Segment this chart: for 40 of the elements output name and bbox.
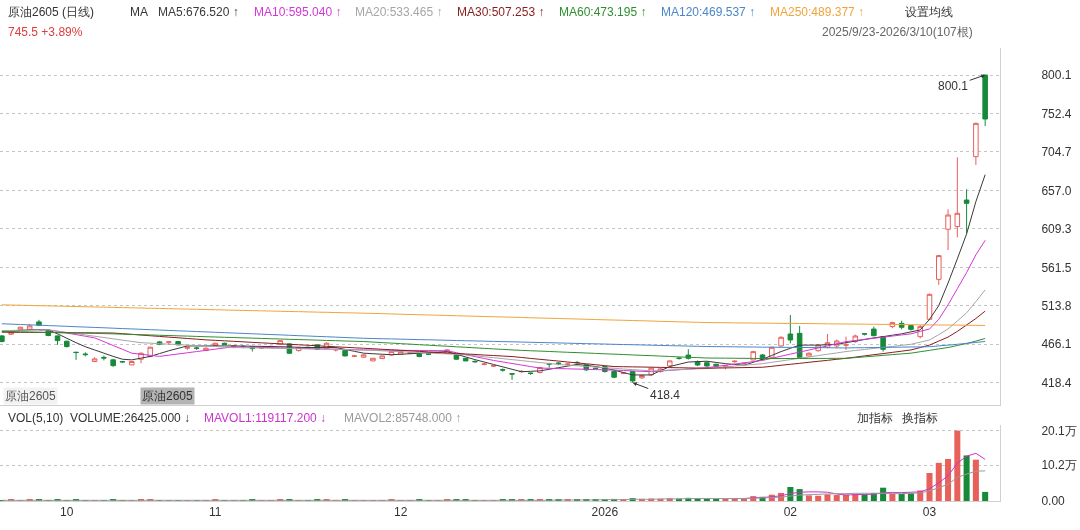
text: MAVOL1:119117.200 ↓ <box>204 411 327 425</box>
chart-title: 原油2605 (日线) <box>8 5 95 19</box>
y-tick-label: 561.5 <box>1041 260 1072 275</box>
y-tick-label: 418.4 <box>1041 375 1072 390</box>
y-tick-label: 0.00 <box>1041 494 1066 509</box>
y-tick-label: 752.4 <box>1041 106 1072 121</box>
annotation: 原油2605 <box>5 389 57 403</box>
y-tick-label: 466.1 <box>1041 337 1072 352</box>
text: MA250:489.377 ↑ <box>770 5 865 19</box>
annotation: 换指标 <box>902 411 938 425</box>
text: MA120:469.537 ↑ <box>661 5 756 19</box>
y-tick-label: 20.1万 <box>1041 423 1077 438</box>
x-tick-label: 03 <box>922 505 937 520</box>
y-tick-label: 513.8 <box>1041 298 1072 313</box>
text: MA20:533.465 ↑ <box>355 5 443 19</box>
text: MA10:595.040 ↑ <box>254 5 342 19</box>
text: MA60:473.195 ↑ <box>559 5 647 19</box>
x-tick-label: 02 <box>783 505 798 520</box>
chart-title: VOL(5,10) <box>8 411 64 425</box>
text: 设置均线 <box>905 5 953 19</box>
text: MAVOL2:85748.000 ↑ <box>344 411 462 425</box>
chart-subtitle: 745.5 +3.89% <box>8 25 83 39</box>
y-tick-label: 10.2万 <box>1041 458 1077 473</box>
annotation: VOLUME:26425.000 ↓ <box>70 411 191 425</box>
text: MA30:507.253 ↑ <box>457 5 545 19</box>
x-tick-label: 2026 <box>591 505 619 520</box>
annotation: 加指标 <box>857 411 893 425</box>
x-tick-label: 10 <box>60 505 74 520</box>
text: MA5:676.520 ↑ <box>158 5 239 19</box>
y-tick-label: 800.1 <box>1041 68 1072 83</box>
x-tick-label: 12 <box>394 505 408 520</box>
y-tick-label: 609.3 <box>1041 222 1072 236</box>
annotation: 原油2605 <box>142 389 194 403</box>
y-tick-label: 704.7 <box>1041 145 1072 160</box>
annotation: 800.1 <box>938 79 969 93</box>
text: 2025/9/23-2026/3/10(107根) <box>822 25 973 39</box>
y-tick-label: 657.0 <box>1041 183 1072 198</box>
x-tick-label: 11 <box>208 505 222 520</box>
annotation: 418.4 <box>650 388 681 402</box>
legend-title: MA <box>130 5 148 19</box>
